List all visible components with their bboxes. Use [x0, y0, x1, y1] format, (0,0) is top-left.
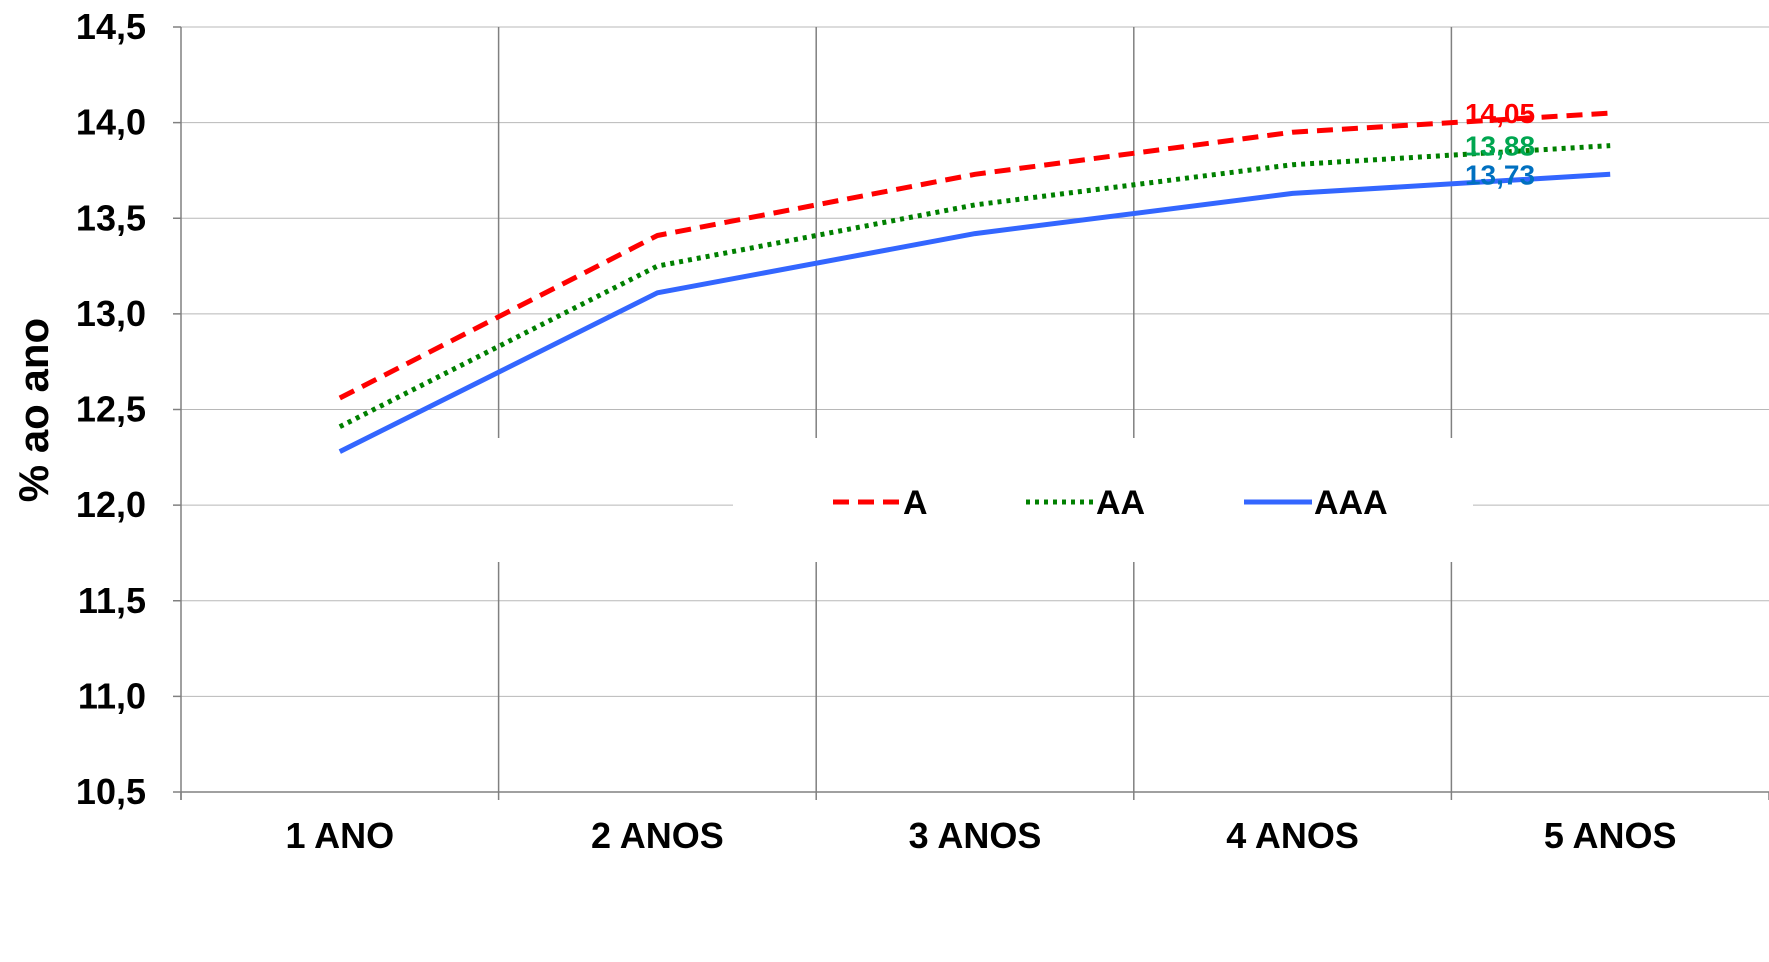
legend: A AA AAA — [733, 446, 1473, 554]
x-tick-label: 3 ANOS — [909, 815, 1042, 856]
grid-lines — [181, 26, 1769, 792]
y-tick-label: 13,5 — [76, 197, 146, 238]
x-tick-label: 4 ANOS — [1226, 815, 1359, 856]
y-tick-label: 14,0 — [76, 102, 146, 143]
series-line-a — [338, 110, 1611, 401]
series-lines — [338, 110, 1611, 454]
legend-box — [733, 446, 1473, 554]
y-tick-label: 12,5 — [76, 389, 146, 430]
x-tick-label: 1 ANO — [285, 815, 394, 856]
y-tick-label: 10,5 — [76, 771, 146, 812]
y-tick-label: 11,5 — [78, 580, 146, 621]
x-tick-label: 5 ANOS — [1544, 815, 1677, 856]
end-label-aa: 13,88 — [1465, 131, 1535, 162]
y-tick-label: 13,0 — [76, 293, 146, 334]
legend-label-aa: AA — [1096, 484, 1145, 522]
y-tick-label: 14,5 — [76, 6, 146, 47]
y-axis-label: % ao ano — [10, 318, 57, 502]
y-tick-label: 11,0 — [78, 675, 146, 716]
y-tick-label: 12,0 — [76, 484, 146, 525]
axes — [180, 27, 1769, 800]
end-label-a: 14,05 — [1465, 98, 1535, 129]
y-axis-ticks: 10,5 11,0 11,5 12,0 12,5 13,0 13,5 14,0 14,5 — [76, 6, 181, 812]
legend-label-aaa: AAA — [1314, 484, 1388, 522]
x-axis-ticks: 1 ANO 2 ANOS 3 ANOS 4 ANOS 5 ANOS — [285, 815, 1676, 856]
x-tick-label: 2 ANOS — [591, 815, 724, 856]
end-label-aaa: 13,73 — [1465, 159, 1535, 190]
series-line-aa — [338, 143, 1611, 429]
legend-label-a: A — [903, 484, 928, 522]
series-line-aaa — [338, 171, 1611, 454]
